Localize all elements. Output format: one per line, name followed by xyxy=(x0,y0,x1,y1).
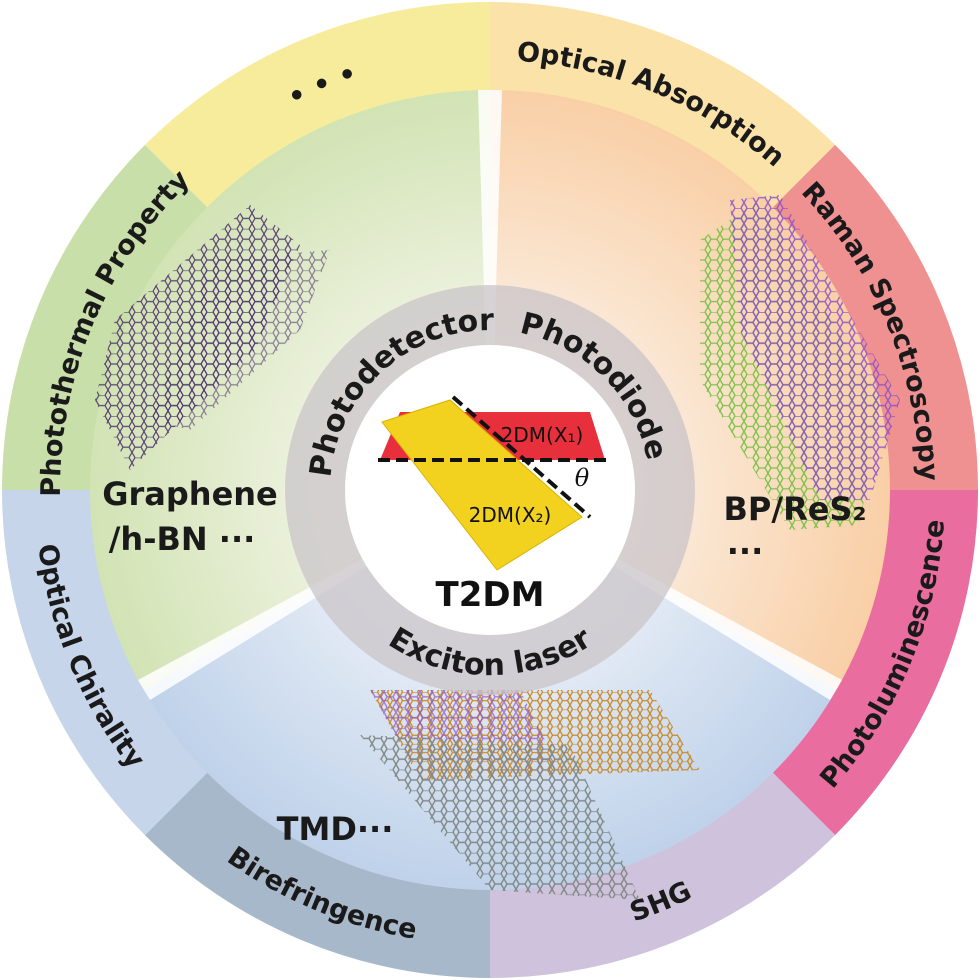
outer-segment xyxy=(2,144,209,490)
bp-res2-label: BP/ReS₂ xyxy=(724,490,867,528)
tmd-label: TMD··· xyxy=(277,810,394,848)
hbn-label: /h-BN ··· xyxy=(109,520,256,558)
layer2-label: 2DM(X₂) xyxy=(469,503,552,527)
outer-segment xyxy=(771,144,978,490)
tmd-lattice xyxy=(360,690,700,900)
graphene-label: Graphene xyxy=(102,475,278,513)
layer2-axis xyxy=(451,395,592,519)
graphene-hbn-lattice xyxy=(95,205,330,470)
twist-angle-label: θ xyxy=(575,464,590,492)
layer2-sheet xyxy=(381,399,583,571)
outer-segment xyxy=(2,490,209,836)
outer-segment xyxy=(144,2,490,209)
layer1-label: 2DM(X₁) xyxy=(501,423,584,447)
bp-res2-more: ··· xyxy=(727,532,763,570)
t2dm-title: T2DM xyxy=(436,575,545,615)
outer-segment xyxy=(771,490,978,836)
twisted-bilayer-schematic: 2DM(X₁) 2DM(X₂) θ T2DM xyxy=(378,395,606,615)
outer-segment xyxy=(144,771,490,978)
outer-segment xyxy=(490,771,836,978)
bp-res2-lattice xyxy=(700,195,900,530)
outer-segment xyxy=(490,2,836,209)
